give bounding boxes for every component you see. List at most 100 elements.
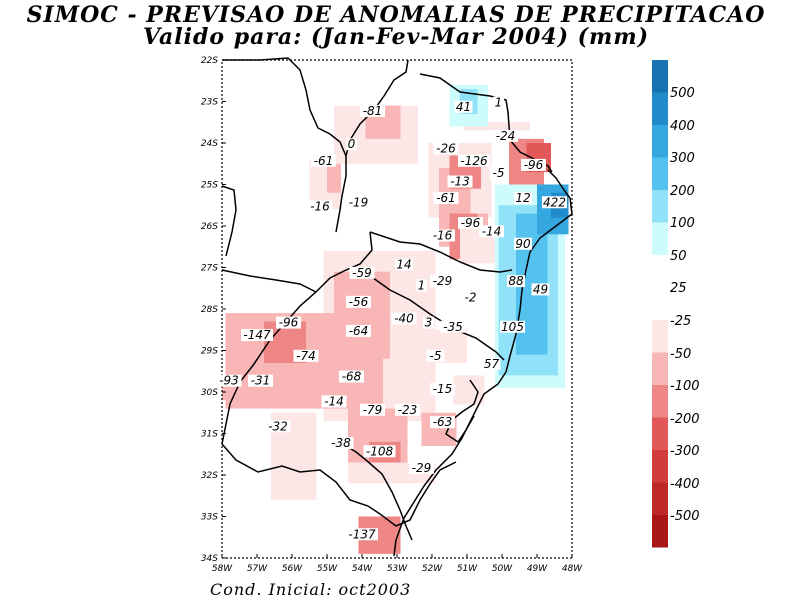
anomaly-value-label: 1 bbox=[418, 278, 426, 292]
border-uruguay bbox=[221, 443, 457, 527]
anomaly-value-label: -64 bbox=[349, 324, 369, 338]
political-borders bbox=[221, 57, 573, 557]
anomaly-value-label: 88 bbox=[508, 274, 524, 288]
legend-label-positive: 200 bbox=[670, 183, 695, 199]
value-label-bg bbox=[416, 279, 427, 292]
value-label-bg bbox=[493, 129, 518, 142]
anomaly-value-label: 422 bbox=[543, 195, 566, 209]
value-labels: -81 41 1-240-61-26-126 -96-5-13-61 12 422-16-… bbox=[216, 96, 567, 541]
value-label-bg bbox=[395, 403, 420, 416]
value-label-bg bbox=[328, 436, 354, 449]
anomaly-value-label: -137 bbox=[348, 527, 376, 541]
y-tick-label: 28S bbox=[201, 305, 218, 315]
y-tick-label: 22S bbox=[201, 56, 218, 66]
anomaly-value-label: 57 bbox=[484, 357, 500, 371]
value-label-bg bbox=[307, 200, 333, 213]
value-label-bg bbox=[489, 167, 508, 180]
anomaly-value-label: 14 bbox=[396, 258, 411, 272]
x-tick-label: 54W bbox=[352, 564, 373, 574]
anomaly-patch bbox=[327, 163, 341, 193]
legend-swatch-positive bbox=[652, 92, 668, 125]
value-label-bg bbox=[430, 383, 455, 395]
legend-label-negative: -200 bbox=[670, 411, 700, 427]
legend-label-positive: 100 bbox=[670, 216, 695, 231]
anomaly-value-label: -5 bbox=[430, 349, 442, 363]
chart-subtitle: Valido para: (Jan-Fev-Mar 2004) (mm) bbox=[142, 24, 650, 50]
value-label-bg bbox=[349, 266, 375, 279]
x-tick-label: 53W bbox=[387, 564, 408, 574]
value-label-bg bbox=[514, 192, 532, 205]
legend-label-negative: -500 bbox=[670, 509, 700, 524]
value-label-bg bbox=[430, 275, 455, 288]
value-label-bg bbox=[531, 283, 550, 296]
legend-label-negative: -400 bbox=[670, 476, 700, 492]
anomaly-value-label: -2 bbox=[465, 291, 477, 305]
value-label-bg bbox=[433, 142, 459, 155]
value-label-bg bbox=[363, 445, 396, 458]
x-tick-label: 50W bbox=[492, 564, 513, 574]
value-label-bg bbox=[346, 196, 371, 209]
y-tick-label: 25S bbox=[201, 181, 218, 191]
anomaly-value-label: -29 bbox=[412, 461, 432, 475]
y-tick-label: 30S bbox=[201, 388, 218, 398]
anomaly-value-label: -126 bbox=[460, 154, 488, 168]
x-tick-label: 56W bbox=[282, 564, 303, 574]
value-label-bg bbox=[360, 403, 385, 416]
anomaly-value-label: 3 bbox=[425, 316, 433, 330]
x-tick-label: 48W bbox=[562, 564, 583, 574]
value-label-bg bbox=[346, 295, 371, 308]
legend-label-negative: -100 bbox=[670, 379, 700, 394]
y-tick-label: 32S bbox=[201, 471, 218, 481]
legend-label-positive: 400 bbox=[670, 118, 695, 134]
legend-label-positive: 50 bbox=[670, 248, 687, 264]
y-tick-label: 24S bbox=[201, 139, 218, 149]
legend-swatch-negative bbox=[652, 515, 668, 548]
value-label-bg bbox=[493, 96, 504, 109]
value-label-bg bbox=[360, 104, 385, 117]
legend-swatch-positive bbox=[652, 190, 668, 223]
anomaly-value-label: -31 bbox=[251, 374, 271, 388]
anomaly-patch bbox=[453, 375, 485, 405]
value-label-bg bbox=[346, 324, 371, 337]
legend-swatch-positive bbox=[652, 60, 668, 93]
value-label-bg bbox=[293, 349, 319, 362]
anomaly-value-label: -26 bbox=[436, 141, 456, 155]
anomaly-value-label: -147 bbox=[243, 328, 271, 342]
value-label-bg bbox=[521, 158, 546, 171]
y-tick-label: 23S bbox=[201, 98, 218, 108]
x-tick-label: 55W bbox=[317, 564, 338, 574]
coast-south bbox=[393, 371, 507, 557]
anomaly-value-label: -15 bbox=[433, 382, 453, 396]
anomaly-value-label: -24 bbox=[496, 129, 516, 143]
value-label-bg bbox=[265, 420, 291, 433]
anomaly-value-label: -14 bbox=[324, 394, 344, 408]
legend-label-negative: -300 bbox=[670, 444, 700, 459]
value-label-bg bbox=[440, 320, 466, 333]
y-tick-label: 26S bbox=[201, 222, 218, 232]
anomaly-value-label: -35 bbox=[443, 320, 463, 334]
border-argentina bbox=[221, 231, 373, 445]
value-label-bg bbox=[216, 374, 242, 387]
anomaly-value-label: -93 bbox=[219, 374, 239, 388]
anomaly-value-label: 49 bbox=[533, 282, 548, 296]
initial-condition-note: Cond. Inicial: oct2003 bbox=[210, 580, 412, 599]
x-tick-label: 49W bbox=[527, 564, 548, 574]
value-label-bg bbox=[461, 291, 480, 304]
border-north-state bbox=[345, 59, 409, 157]
color-legend bbox=[652, 60, 668, 548]
anomaly-value-label: 105 bbox=[501, 320, 524, 334]
legend-label-negative: -25 bbox=[670, 314, 692, 329]
value-label-bg bbox=[311, 154, 336, 167]
value-label-bg bbox=[514, 237, 532, 250]
value-label-bg bbox=[479, 225, 504, 238]
legend-swatch-negative bbox=[652, 352, 668, 385]
value-label-bg bbox=[500, 320, 525, 333]
value-label-bg bbox=[458, 217, 483, 229]
anomaly-value-label: -19 bbox=[349, 195, 369, 209]
value-label-bg bbox=[423, 316, 434, 329]
value-label-bg bbox=[346, 138, 357, 151]
border-uruguay-east bbox=[339, 441, 413, 541]
anomaly-value-label: -14 bbox=[482, 224, 502, 238]
value-label-bg bbox=[430, 416, 455, 429]
